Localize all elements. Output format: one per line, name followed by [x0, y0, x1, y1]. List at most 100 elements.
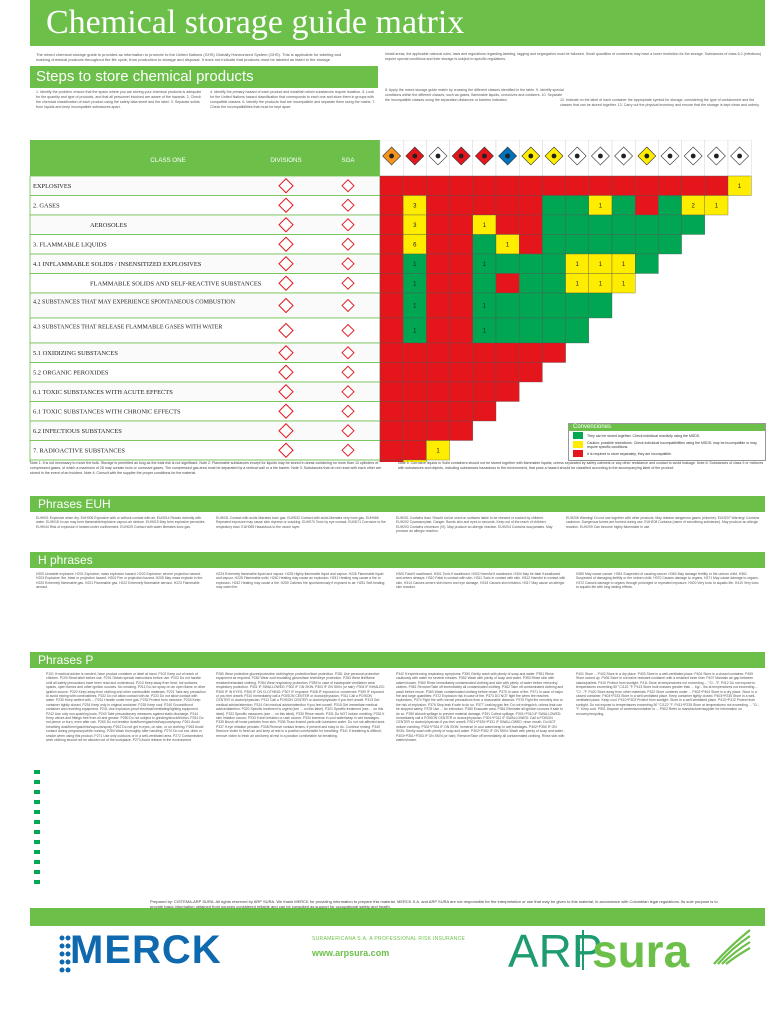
matrix-cell-label: 1	[599, 203, 603, 209]
matrix-cell	[379, 420, 404, 441]
matrix-cell-label: 1	[599, 281, 603, 287]
matrix-cell-label: 3	[413, 203, 417, 209]
p-text: P342 If experiencing respiratory symptom…	[396, 672, 565, 743]
pictogram-symbol-icon	[505, 153, 510, 159]
matrix-cell	[519, 342, 543, 363]
matrix-cell	[588, 292, 613, 319]
matrix-cell	[449, 381, 473, 402]
matrix-cell	[658, 195, 682, 216]
matrix-cell	[495, 292, 520, 319]
matrix-cell	[379, 459, 404, 462]
pictogram-symbol-icon	[412, 153, 418, 159]
matrix-cell	[681, 175, 705, 196]
sga-pictogram-icon	[341, 276, 355, 290]
matrix-cell	[681, 214, 705, 235]
matrix-cell	[635, 234, 659, 255]
pictogram-symbol-icon	[621, 153, 626, 159]
division-pictogram-icon	[278, 217, 294, 233]
row-label: 4.1 INFLAMMABLE SOLIDS / INSENSITIZED EX…	[33, 261, 202, 268]
p-column: P280 Wear protective gloves/protective c…	[216, 672, 386, 738]
row-label: 2. GASES	[33, 202, 60, 209]
pictogram-symbol-icon	[714, 153, 719, 159]
matrix-cell	[519, 317, 543, 344]
matrix-cell	[426, 401, 450, 422]
sga-pictogram-icon	[341, 443, 355, 457]
matrix-cell	[449, 342, 473, 363]
pictogram-symbol-icon	[482, 153, 487, 159]
arp-url[interactable]: www.arpsura.com	[312, 948, 390, 958]
matrix-cell	[449, 317, 473, 344]
matrix-cell	[379, 401, 404, 422]
matrix-cell	[519, 362, 543, 383]
row-label: 6.2 INFECTIOUS SUBSTANCES	[33, 428, 122, 435]
matrix-cell	[519, 214, 543, 235]
matrix-cell	[449, 273, 473, 294]
matrix-cell-label: 1	[576, 262, 580, 268]
matrix-cell	[588, 214, 613, 235]
division-pictogram-icon	[278, 178, 294, 194]
matrix-cell	[635, 175, 659, 196]
matrix-cell	[542, 292, 566, 319]
division-pictogram-icon	[278, 256, 294, 272]
division-pictogram-icon	[278, 275, 294, 291]
matrix-cell	[519, 195, 543, 216]
sga-pictogram-icon	[341, 198, 355, 212]
matrix-cell-label: 1	[483, 304, 487, 310]
matrix-row	[29, 214, 381, 235]
matrix-cell-label: 1	[576, 281, 580, 287]
matrix-cell-label: 1	[413, 262, 417, 268]
matrix-cell	[403, 459, 427, 462]
h-text: H224 Extremely flammable liquid and vapo…	[216, 572, 386, 590]
matrix-cell	[472, 401, 497, 422]
matrix-cell	[495, 317, 520, 344]
matrix-cell	[542, 195, 566, 216]
row-label: 6.1 TOXIC SUBSTANCES WITH ACUTE EFFECTS	[33, 389, 173, 396]
matrix-cell	[426, 420, 450, 441]
logo-divider	[582, 930, 584, 970]
matrix-cell	[727, 175, 752, 196]
division-pictogram-icon	[278, 345, 294, 361]
matrix-cell	[519, 175, 543, 196]
matrix-cell	[379, 440, 404, 461]
matrix-cell	[588, 234, 613, 255]
sga-pictogram-icon	[341, 237, 355, 251]
matrix-cell	[472, 195, 497, 216]
sga-pictogram-icon	[341, 424, 355, 438]
matrix-cell	[635, 195, 659, 216]
matrix-cell-label: 1	[622, 262, 626, 268]
matrix-cell	[565, 234, 589, 255]
matrix-cell	[495, 381, 520, 402]
matrix-cell	[403, 420, 427, 441]
matrix-cell	[379, 342, 404, 363]
matrix-cell	[542, 342, 566, 363]
header-class-one: CLASS ONE	[150, 157, 185, 164]
legend-item-text: Caution: possible restrictions. Check in…	[587, 440, 757, 449]
sga-pictogram-icon	[341, 218, 355, 232]
matrix-cell	[542, 234, 566, 255]
legend-item: Caution: possible restrictions. Check in…	[569, 440, 765, 449]
euh-column: EUH031 Contact with acids liberates toxi…	[216, 516, 386, 529]
matrix-cell	[704, 175, 729, 196]
matrix-cell	[519, 253, 543, 274]
sura-wordmark: sura	[592, 925, 690, 977]
matrix-cell	[611, 175, 636, 196]
matrix-cell	[635, 253, 659, 274]
matrix-row	[29, 292, 381, 319]
pictogram-symbol-icon	[644, 153, 650, 159]
matrix-cell	[379, 234, 404, 255]
merck-logo	[59, 935, 71, 973]
pictogram-symbol-icon	[435, 153, 441, 159]
matrix-cell	[495, 175, 520, 196]
row-label-line: 4.2 SUBSTANCES THAT MAY EXPERIENCE SPONT…	[33, 300, 236, 306]
division-pictogram-icon	[278, 197, 294, 213]
matrix-cell	[495, 342, 520, 363]
matrix-cell	[426, 292, 450, 319]
matrix-cell	[542, 214, 566, 235]
matrix-cell	[426, 440, 450, 461]
right-steps-paragraph-c: 12. Indicate on the label of each contai…	[560, 98, 760, 107]
matrix-cell-label: 3	[413, 223, 417, 229]
legend-item: It is required to store separately, they…	[569, 449, 765, 458]
matrix-cell	[588, 175, 613, 196]
matrix-cell	[519, 292, 543, 319]
division-pictogram-icon	[278, 236, 294, 252]
